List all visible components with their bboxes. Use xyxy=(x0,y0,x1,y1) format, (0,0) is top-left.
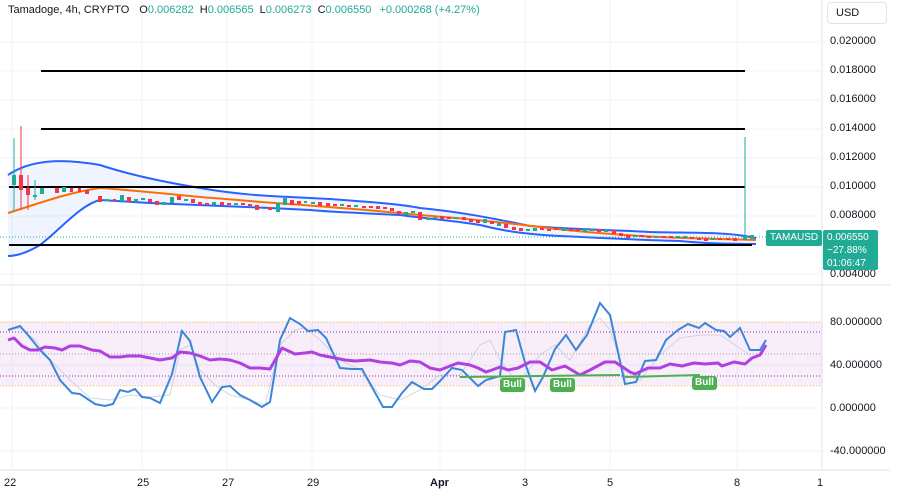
time-tick: 25 xyxy=(137,477,150,489)
time-tick: 5 xyxy=(607,477,614,489)
bull-divergence-label: Bull xyxy=(500,378,525,392)
time-tick: 1 xyxy=(817,477,824,489)
currency-button[interactable]: USD xyxy=(827,2,887,24)
price-tick: 0.014000 xyxy=(830,122,876,134)
close-value: 0.006550 xyxy=(325,4,372,16)
time-tick: 27 xyxy=(222,477,235,489)
last-price-tag: 0.006550 −27.88% 01:06:47 xyxy=(823,230,878,270)
price-tick: 0.004000 xyxy=(830,268,876,280)
price-tick: 0.016000 xyxy=(830,93,876,105)
time-tick: 3 xyxy=(522,477,529,489)
open-value: 0.006282 xyxy=(147,4,194,16)
close-label: C xyxy=(317,4,326,16)
last-price-value: 0.006550 xyxy=(827,232,869,243)
bull-divergence-label: Bull xyxy=(550,378,575,392)
change-value: +0.000268 (+4.27%) xyxy=(379,4,480,16)
price-tick: 0.010000 xyxy=(830,180,876,192)
low-label: L xyxy=(259,4,266,16)
bollinger-upper xyxy=(7,160,757,239)
horizontal-levels xyxy=(9,70,752,246)
bull-divergence-lines xyxy=(459,374,701,378)
time-tick: Apr xyxy=(430,477,449,489)
bull-divergence-label: Bull xyxy=(692,376,717,390)
ohlc-legend: Tamadoge, 4h, CRYPTO O0.006282 H0.006565… xyxy=(8,4,480,16)
time-tick: 22 xyxy=(4,477,17,489)
time-grid xyxy=(11,0,738,470)
open-label: O xyxy=(139,4,148,16)
high-label: H xyxy=(199,4,208,16)
symbol-price-tag: TAMAUSD xyxy=(766,230,823,246)
high-value: 0.006565 xyxy=(207,4,254,16)
last-price-change: −27.88% xyxy=(827,245,867,256)
price-tick: 0.008000 xyxy=(830,209,876,221)
time-tick: 29 xyxy=(307,477,320,489)
rsi-tick: 80.000000 xyxy=(830,316,882,328)
price-tick: 0.012000 xyxy=(830,151,876,163)
stoch-rsi-line xyxy=(7,301,767,409)
bar-countdown: 01:06:47 xyxy=(827,258,866,269)
rsi-tick: 40.000000 xyxy=(830,359,882,371)
rsi-line xyxy=(7,336,768,377)
bollinger-fill xyxy=(8,161,756,256)
price-tick: 0.020000 xyxy=(830,35,876,47)
price-tick: 0.018000 xyxy=(830,64,876,76)
low-value: 0.006273 xyxy=(265,4,312,16)
rsi-tick: -40.000000 xyxy=(830,445,886,457)
symbol-title[interactable]: Tamadoge, 4h, CRYPTO xyxy=(8,4,130,16)
bollinger-lower xyxy=(7,198,757,257)
rsi-tick: 0.000000 xyxy=(830,402,876,414)
time-tick: 8 xyxy=(734,477,741,489)
candles xyxy=(12,126,754,241)
